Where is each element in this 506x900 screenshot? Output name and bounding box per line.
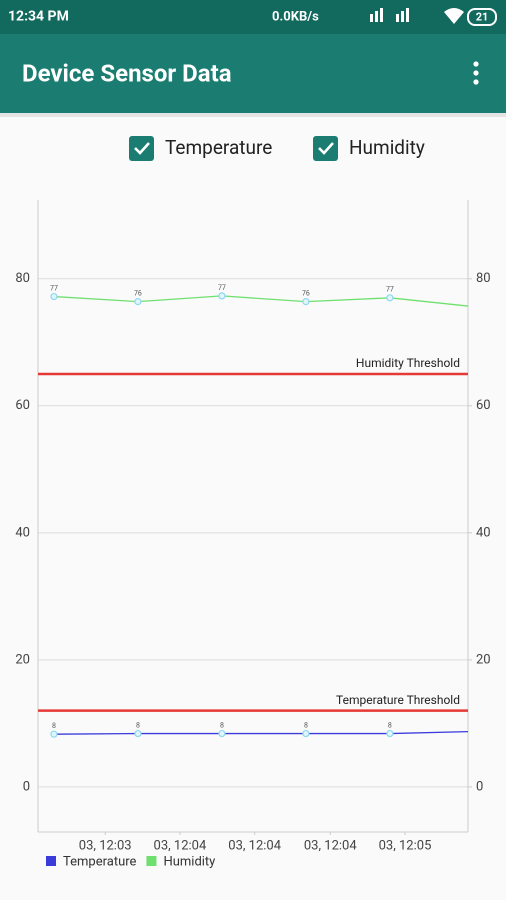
data-label: 8 [220, 721, 224, 729]
data-point [302, 298, 310, 306]
y2-tick-label: 0 [476, 779, 483, 794]
x-tick-label: 03, 12:05 [379, 838, 432, 853]
app-bar-shadow [0, 113, 506, 117]
overflow-menu[interactable] [473, 61, 479, 85]
data-point [218, 729, 226, 738]
data-point [302, 729, 310, 738]
x-tick-label: 03, 12:04 [154, 838, 207, 853]
y-tick-label: 0 [23, 779, 30, 794]
y2-tick-label: 20 [476, 652, 491, 667]
app-bar [0, 34, 506, 113]
data-point [386, 294, 394, 302]
data-point [134, 298, 142, 306]
checkbox-box[interactable] [129, 136, 154, 161]
series-line [53, 730, 469, 735]
x-tick-label: 03, 12:04 [304, 838, 357, 853]
data-label: 77 [50, 284, 58, 292]
legend-label: Humidity [163, 854, 215, 869]
data-label: 8 [388, 721, 392, 729]
y2-tick-label: 40 [476, 525, 491, 540]
checkmark[interactable] [134, 142, 150, 155]
status-icons [370, 8, 464, 24]
y-tick-label: 60 [15, 398, 30, 413]
threshold-label: Humidity Threshold [356, 356, 460, 370]
filter-checkbox[interactable]: Temperature [129, 136, 272, 161]
status-speed: 0.0KB/s [272, 9, 319, 24]
data-label: 8 [136, 721, 140, 729]
x-tick-label: 03, 12:03 [79, 838, 132, 853]
legend-swatch [46, 856, 56, 866]
plot-area [38, 200, 468, 832]
data-label: 76 [302, 289, 310, 297]
y-tick-label: 80 [15, 271, 30, 286]
y2-tick-label: 60 [476, 398, 491, 413]
y2-tick-label: 80 [476, 271, 491, 286]
data-point [50, 292, 58, 301]
x-tick-label: 03, 12:04 [228, 838, 281, 853]
data-label: 8 [304, 721, 308, 729]
data-label: 8 [52, 722, 56, 730]
checkmark[interactable] [318, 142, 334, 155]
status-time: 12:34 PM [8, 9, 69, 25]
legend-label: Temperature [63, 854, 137, 869]
data-point [134, 729, 142, 738]
app-title: Device Sensor Data [22, 59, 232, 87]
checkbox-label[interactable]: Temperature [165, 136, 272, 159]
status-bar [0, 0, 506, 34]
y-tick-label: 20 [15, 652, 30, 667]
legend-swatch [146, 856, 157, 866]
data-point [218, 292, 226, 300]
data-label: 76 [134, 289, 142, 297]
data-label: 77 [218, 284, 226, 292]
series-line [53, 295, 469, 307]
filter-checkbox[interactable]: Humidity [313, 136, 425, 161]
threshold-label: Temperature Threshold [336, 693, 460, 707]
data-point [386, 729, 394, 738]
checkbox-label[interactable]: Humidity [349, 136, 425, 159]
checkbox-box[interactable] [313, 136, 338, 161]
y-tick-label: 40 [15, 525, 30, 540]
data-label: 77 [386, 286, 394, 294]
data-point [50, 730, 58, 738]
battery [467, 8, 497, 26]
battery-level: 21 [476, 10, 489, 23]
